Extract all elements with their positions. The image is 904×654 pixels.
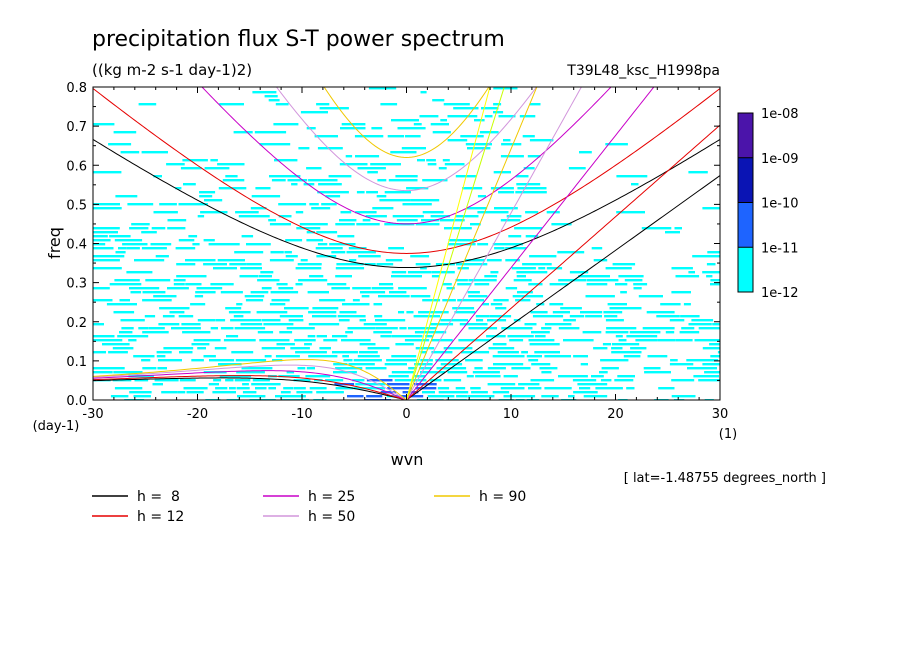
colorbar-swatch-0 xyxy=(738,247,753,292)
x-tick-label-2: -10 xyxy=(291,407,312,422)
curve-er-h50 xyxy=(93,364,407,400)
legend-label-h12: h = 12 xyxy=(137,509,184,525)
curve-ig-h50 xyxy=(275,87,538,192)
axes: -30 -20 -10 0 10 20 30 0.0 0.1 0.2 0.3 0.4 0.5 0.6 0.7… xyxy=(66,81,728,422)
curve-ig-h90 xyxy=(323,87,490,158)
curve-er-h12 xyxy=(93,375,407,400)
colorbar-swatch-2 xyxy=(738,157,753,203)
legend-label-h90: h = 90 xyxy=(479,489,526,505)
curve-er-h25 xyxy=(93,370,407,400)
x-tick-label-4: 10 xyxy=(503,407,520,422)
colorbar-swatch-3 xyxy=(738,113,753,158)
colorbar-label-2: 1e-10 xyxy=(761,197,799,212)
curve-kelvin-h8 xyxy=(406,175,720,400)
curve-ig-h8 xyxy=(93,138,720,269)
x-tick-label-0: -30 xyxy=(82,407,103,422)
y-tick-label-5: 0.5 xyxy=(66,198,87,213)
legend-label-h25: h = 25 xyxy=(308,489,355,505)
curve-kelvin-extra-2 xyxy=(406,87,491,400)
curve-er-h8 xyxy=(93,377,407,400)
legend-label-h8: h = 8 xyxy=(137,489,180,505)
curve-kelvin-h90 xyxy=(406,87,538,400)
chart-title: precipitation flux S-T power spectrum xyxy=(92,27,505,52)
colorbar-swatch-1 xyxy=(738,202,753,248)
legend-label-h50: h = 50 xyxy=(308,509,355,525)
x-tick-label-5: 20 xyxy=(607,407,624,422)
dispersion-curves xyxy=(93,87,720,400)
y-tick-label-7: 0.7 xyxy=(66,120,87,135)
colorbar-label-3: 1e-09 xyxy=(761,152,799,167)
curve-ig-h25 xyxy=(201,87,612,225)
run-label: T39L48_ksc_H1998pa xyxy=(566,63,720,79)
x-axis-unit: (1) xyxy=(719,427,737,442)
chart-units: ((kg m-2 s-1 day-1)2) xyxy=(92,61,252,79)
y-tick-label-6: 0.6 xyxy=(66,159,87,174)
y-tick-label-2: 0.2 xyxy=(66,316,87,331)
colorbar-label-0: 1e-12 xyxy=(761,286,799,301)
curve-kelvin-h25 xyxy=(406,87,655,400)
legend: h = 8 h = 12 h = 25 h = 50 h = 90 xyxy=(92,489,526,525)
colorbar-label-1: 1e-11 xyxy=(761,241,799,256)
y-tick-label-1: 0.1 xyxy=(66,355,87,370)
lat-note: [ lat=-1.48755 degrees_north ] xyxy=(624,471,826,486)
x-tick-label-1: -20 xyxy=(187,407,208,422)
colorbar-label-4: 1e-08 xyxy=(761,107,799,122)
y-tick-label-0: 0.0 xyxy=(66,394,87,409)
y-tick-label-8: 0.8 xyxy=(66,81,87,96)
curve-er-h90 xyxy=(93,359,407,400)
y-tick-label-4: 0.4 xyxy=(66,238,87,253)
colorbar: 1e-12 1e-11 1e-10 1e-09 1e-08 xyxy=(737,107,799,301)
x-tick-label-3: 0 xyxy=(402,407,410,422)
spectrum-heatmap xyxy=(93,87,720,400)
y-axis-label: freq xyxy=(45,227,64,259)
x-axis-label: wvn xyxy=(391,450,424,469)
curve-kelvin-h12 xyxy=(406,124,720,400)
y-axis-unit: (day-1) xyxy=(33,419,80,434)
x-tick-label-6: 30 xyxy=(712,407,729,422)
curve-kelvin-h50 xyxy=(406,87,582,400)
y-tick-label-3: 0.3 xyxy=(66,277,87,292)
curve-ig-h12 xyxy=(93,88,720,254)
curve-kelvin-extra-1 xyxy=(406,87,505,400)
